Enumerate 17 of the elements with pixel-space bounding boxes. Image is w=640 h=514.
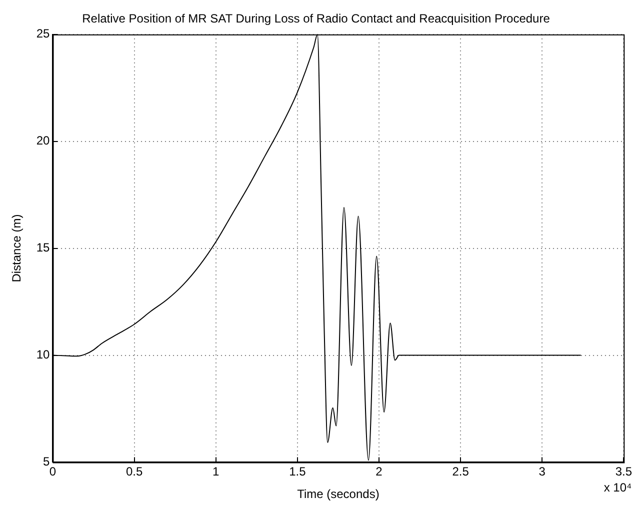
x-tick-label: 2.5	[452, 464, 470, 479]
text: x 10⁴	[604, 480, 632, 495]
x-tick-label: 0	[49, 464, 56, 479]
y-tick-label: 5	[43, 454, 50, 469]
y-axis-title: Distance (m)	[10, 214, 24, 282]
x-axis-title: Time (seconds)	[297, 487, 380, 502]
x-tick-label: 0.5	[126, 464, 143, 479]
y-tick-label: 15	[36, 240, 50, 255]
y-tick-label: 20	[36, 134, 50, 148]
x-tick-label: 2	[376, 464, 383, 479]
x-tick-label: 1.5	[289, 464, 306, 479]
y-tick-label: 10	[36, 348, 50, 362]
x-tick-label: 3.5	[615, 464, 632, 479]
chart-title: Relative Position of MR SAT During Loss of Radio Contact and Reacquisition Procedure	[82, 12, 550, 26]
y-tick-label: 25	[36, 26, 50, 41]
x-tick-label: 3	[538, 464, 546, 479]
x-tick-label: 1	[212, 464, 220, 479]
